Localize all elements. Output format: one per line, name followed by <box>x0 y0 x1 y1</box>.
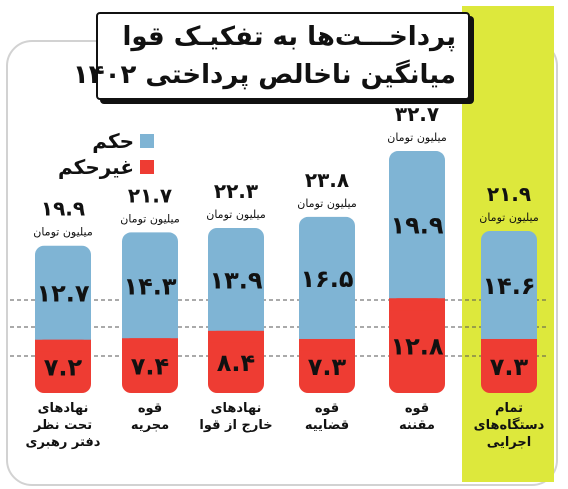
chart-title-line1: پرداخـــت‌ها به تفکیـک قوا <box>122 22 456 52</box>
legend: حکم غیرحکم <box>58 128 154 180</box>
total-label: ۲۲.۳ <box>214 179 258 203</box>
category-label: قوه <box>138 401 162 416</box>
bar-gheir-hokm-top <box>299 338 355 351</box>
bar-label-hokm: ۱۴.۶ <box>482 272 535 300</box>
legend-label-gheir-hokm: غیرحکم <box>58 155 134 179</box>
category-label: مقننه <box>399 418 435 433</box>
bar-gheir-hokm-top <box>35 339 91 352</box>
bar-hokm <box>208 227 264 343</box>
category-label: قضاییه <box>305 418 349 433</box>
legend-swatch-hokm <box>140 134 154 148</box>
legend-item-hokm: حکم <box>58 128 154 154</box>
bar-gheir-hokm <box>208 330 264 393</box>
unit-label: میلیون تومان <box>120 212 180 225</box>
total-label: ۲۱.۹ <box>487 182 531 206</box>
category-label: مجریه <box>131 418 169 433</box>
category-label: قوه <box>315 401 339 416</box>
unit-label: میلیون تومان <box>33 226 93 239</box>
bar-label-gheir-hokm: ۱۲.۸ <box>390 333 443 361</box>
bar-label-gheir-hokm: ۷.۴ <box>131 353 169 381</box>
category-label: دستگاه‌های <box>474 417 545 433</box>
bar-hokm <box>35 245 91 352</box>
legend-swatch-gheir-hokm <box>140 160 154 174</box>
bar-hokm <box>122 232 178 351</box>
legend-label-hokm: حکم <box>92 129 134 153</box>
title-box: پرداخـــت‌ها به تفکیـک قوا میانگین ناخال… <box>72 12 470 100</box>
total-label: ۲۳.۸ <box>305 168 349 192</box>
category-label: نهادهای <box>38 401 89 416</box>
category-label: تمام <box>495 401 523 416</box>
bar-gheir-hokm <box>122 338 178 393</box>
bar-label-hokm: ۱۳.۹ <box>209 266 262 294</box>
bar-gheir-hokm-top <box>208 330 264 343</box>
bar-label-gheir-hokm: ۸.۴ <box>217 349 255 377</box>
unit-label: میلیون تومان <box>206 208 266 221</box>
unit-label: میلیون تومان <box>297 197 357 210</box>
bar-label-gheir-hokm: ۷.۲ <box>44 353 83 381</box>
bar-label-gheir-hokm: ۷.۳ <box>308 353 347 381</box>
category-label: نهادهای <box>211 401 262 416</box>
bar-gheir-hokm <box>299 338 355 393</box>
bar-gheir-hokm <box>389 298 445 393</box>
bar-hokm <box>481 230 537 351</box>
bar-label-hokm: ۱۹.۹ <box>390 212 443 240</box>
category-label: خارج از قوا <box>199 418 272 433</box>
bar-gheir-hokm <box>35 339 91 393</box>
unit-label: میلیون تومان <box>387 131 447 144</box>
category-label: قوه <box>405 401 429 416</box>
category-label: اجرایی <box>487 435 531 450</box>
total-label: ۱۹.۹ <box>41 197 85 221</box>
bar-hokm <box>299 216 355 351</box>
total-label: ۳۲.۷ <box>395 102 439 126</box>
bar-label-hokm: ۱۴.۳ <box>123 272 176 300</box>
bar-label-hokm: ۱۲.۷ <box>36 280 89 308</box>
bar-hokm <box>389 151 445 311</box>
bar-gheir-hokm-top <box>389 298 445 311</box>
unit-label: میلیون تومان <box>479 211 539 224</box>
total-label: ۲۱.۷ <box>128 183 172 207</box>
bar-label-gheir-hokm: ۷.۳ <box>490 353 529 381</box>
bar-gheir-hokm-top <box>122 338 178 351</box>
category-label: تحت نظر <box>33 418 92 433</box>
category-label: دفتر رهبری <box>26 435 101 450</box>
bar-label-hokm: ۱۶.۵ <box>300 265 353 293</box>
legend-item-gheir-hokm: غیرحکم <box>58 154 154 180</box>
bar-gheir-hokm <box>481 338 537 393</box>
chart-title-line2: میانگین ناخالص پرداختی ۱۴۰۲ <box>72 60 456 90</box>
bar-gheir-hokm-top <box>481 338 537 351</box>
